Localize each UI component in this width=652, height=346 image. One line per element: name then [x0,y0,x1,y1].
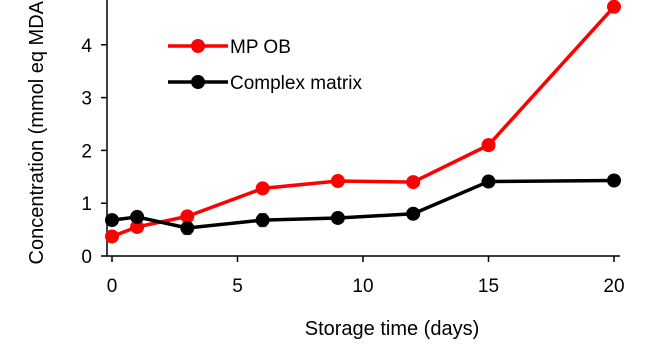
x-tick-label: 15 [478,276,499,297]
data-point [330,174,345,189]
legend-entry: MP OB [168,37,291,58]
x-axis-title: Storage time (days) [305,318,480,340]
legend: MP OB Complex matrix [168,37,362,94]
series-line [111,5,616,239]
y-tick-label: 1 [81,194,92,215]
ticks: 0 1 2 3 4 0 5 10 15 20 [81,36,624,297]
series-complex-matrix [105,173,621,236]
data-point [180,209,195,224]
data-point [130,209,145,224]
data-point [255,213,270,228]
x-tick-label: 0 [107,276,118,297]
legend-label: MP OB [230,37,291,58]
data-point [406,175,421,190]
data-point [180,221,195,236]
legend-swatch-marker [191,39,205,53]
data-point [607,173,621,188]
data-point [255,181,270,196]
data-point [105,213,119,228]
data-point [130,219,145,234]
y-tick-label: 2 [81,141,92,162]
series-line [111,178,615,230]
x-tick-label: 20 [603,276,624,297]
data-point [105,229,119,244]
data-point [330,210,345,225]
y-tick-label: 3 [81,89,92,110]
x-tick-label: 5 [232,276,243,297]
data-point [481,138,496,153]
x-tick-label: 10 [352,276,373,297]
y-axis-title: Concentration (mmol eq MDA [26,0,48,264]
legend-swatch-marker [191,75,205,89]
series-mp-ob [105,0,621,244]
data-point [607,0,621,14]
data-point [481,174,496,189]
y-tick-label: 0 [81,247,92,268]
legend-label: Complex matrix [230,73,362,94]
y-tick-label: 4 [81,36,92,57]
data-point [406,206,421,221]
legend-entry: Complex matrix [168,73,362,94]
series-layer [105,0,621,244]
